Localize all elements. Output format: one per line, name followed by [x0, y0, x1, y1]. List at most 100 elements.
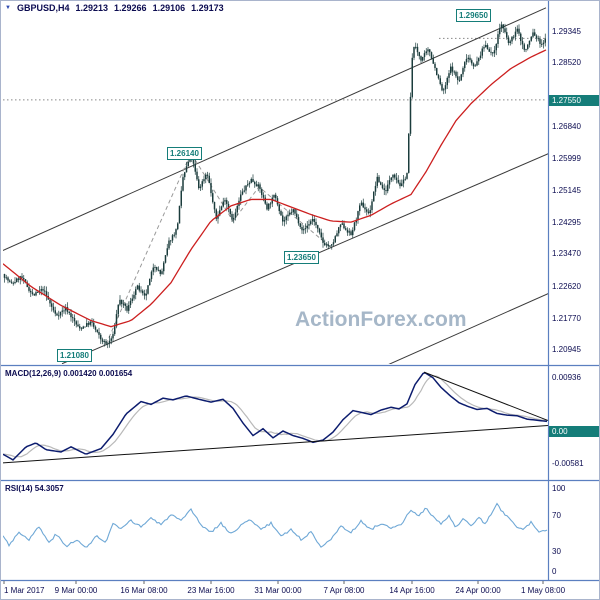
candle-body	[31, 292, 34, 295]
candle-body	[499, 28, 501, 35]
candle-body	[434, 63, 436, 69]
candle-body	[240, 194, 242, 201]
candle-body	[462, 68, 464, 75]
channel-line-0	[3, 7, 547, 251]
price-axis-label: 1.26840	[552, 121, 581, 131]
price-axis-label: 1.25145	[552, 185, 581, 195]
candle-body	[30, 290, 32, 293]
price-axis-label: 1.29345	[552, 26, 581, 36]
time-axis-label: 24 Apr 00:00	[455, 586, 501, 595]
candle-body	[35, 292, 37, 296]
candle-body	[96, 329, 98, 332]
candle-body	[341, 223, 343, 225]
candle-body	[290, 212, 293, 214]
candle-body	[49, 299, 51, 304]
candle-body	[131, 298, 133, 301]
candle-body	[381, 184, 384, 189]
price-annotation: 1.21080	[57, 349, 92, 362]
price-annotation: 1.29650	[456, 9, 491, 22]
candle-body	[420, 56, 422, 61]
candle-body	[408, 133, 410, 173]
candle-body	[236, 205, 238, 213]
candle-body	[514, 31, 517, 37]
moving-average-line	[3, 49, 547, 328]
candle-body	[439, 78, 441, 85]
candle-body	[100, 334, 102, 340]
candle-body	[457, 76, 459, 80]
candle-body	[385, 190, 387, 192]
macd-axis-label: 0.00936	[552, 373, 581, 382]
candle-body	[122, 303, 125, 305]
candle-body	[376, 176, 378, 186]
candle-body	[534, 32, 536, 36]
candle-body	[350, 231, 352, 236]
candle-body	[222, 201, 224, 207]
candle-body	[126, 305, 128, 311]
price-axis-label: 1.27550	[549, 94, 599, 106]
candle-body	[413, 46, 415, 58]
candle-body	[52, 306, 55, 311]
candle-body	[352, 230, 354, 236]
candle-body	[66, 307, 69, 312]
candle-body	[98, 331, 100, 335]
candle-body	[418, 52, 420, 57]
candle-body	[205, 174, 207, 180]
candle-body	[87, 323, 90, 325]
candle-body	[535, 35, 538, 39]
time-axis-label: 1 Mar 2017	[4, 586, 45, 595]
rsi-axis-label: 100	[552, 484, 566, 493]
candle-body	[175, 229, 177, 235]
candle-body	[80, 328, 83, 330]
candle-body	[511, 36, 513, 42]
candle-body	[369, 210, 371, 214]
candle-body	[357, 211, 359, 220]
candle-body	[10, 281, 13, 283]
rsi-axis-label: 30	[552, 547, 561, 556]
candle-body	[478, 58, 480, 62]
candle-body	[304, 227, 307, 230]
candle-body	[224, 200, 226, 202]
candle-body	[299, 223, 301, 228]
candle-body	[479, 55, 482, 59]
candle-body	[402, 179, 405, 184]
candle-body	[86, 323, 88, 327]
candle-body	[383, 188, 385, 191]
candle-body	[474, 65, 476, 67]
candle-body	[450, 66, 452, 74]
candle-body	[280, 211, 282, 216]
time-axis-label: 23 Mar 16:00	[187, 586, 235, 595]
candle-body	[154, 267, 156, 268]
candle-body	[486, 45, 489, 50]
candle-body	[173, 234, 175, 236]
candle-body	[500, 24, 503, 29]
candle-body	[142, 290, 144, 294]
price-axis-label: 1.21770	[552, 313, 581, 323]
candle-body	[254, 181, 256, 185]
candle-body	[192, 158, 195, 164]
candle-body	[497, 34, 499, 44]
candle-body	[33, 294, 35, 296]
candle-body	[504, 28, 506, 33]
candle-body	[465, 58, 468, 63]
candle-body	[527, 44, 529, 49]
price-axis-label: 1.24295	[552, 218, 581, 228]
candle-body	[84, 326, 86, 328]
time-axis-label: 16 Mar 08:00	[120, 586, 168, 595]
candle-body	[110, 338, 112, 341]
candle-body	[21, 276, 23, 279]
candle-body	[261, 189, 263, 195]
candle-body	[128, 305, 130, 311]
candle-body	[133, 294, 135, 299]
candle-body	[425, 51, 427, 54]
candle-body	[259, 184, 261, 190]
candle-body	[502, 24, 504, 29]
candle-body	[345, 228, 347, 230]
candle-body	[530, 36, 532, 41]
candle-body	[429, 49, 431, 53]
candle-body	[198, 179, 200, 189]
candle-body	[275, 194, 277, 199]
candle-body	[318, 228, 321, 233]
candle-body	[229, 208, 231, 214]
candle-body	[196, 171, 198, 180]
